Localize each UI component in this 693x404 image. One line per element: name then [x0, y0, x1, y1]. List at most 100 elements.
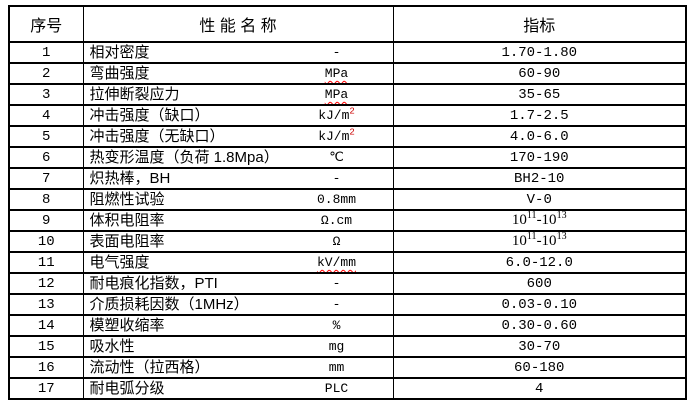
unit-label: kJ/m2 [281, 127, 393, 144]
table-row: 11 电气强度 kV/mm 6.0-12.0 [8, 251, 687, 274]
property-cell: 弯曲强度 MPa [82, 62, 394, 85]
serial-number: 17 [37, 380, 55, 397]
table-row: 7 炽热棒，BH - BH2-10 [8, 167, 687, 190]
spec-value: 6.0-12.0 [505, 254, 573, 271]
header-property-name: 性 能 名 称 [82, 5, 394, 43]
serial-number: 16 [37, 359, 55, 376]
spec-value-cell: 0.03-0.10 [392, 293, 687, 316]
header-specification: 指标 [392, 5, 687, 43]
table-row: 16 流动性（拉西格） mm 60-180 [8, 356, 687, 379]
serial-number: 10 [37, 233, 55, 250]
property-wrap: 热变形温度（负荷 1.8Mpa） ℃ [84, 149, 392, 166]
spec-value-cell: 1011-1013 [392, 230, 687, 253]
table-row: 15 吸水性 mg 30-70 [8, 335, 687, 358]
table-row: 14 模塑收缩率% 0.30-0.60 [8, 314, 687, 337]
property-cell: 流动性（拉西格） mm [82, 356, 394, 379]
property-cell: 电气强度 kV/mm [82, 251, 394, 274]
unit-text: kJ/m [318, 129, 350, 144]
table-row: 8 阻燃性试验 0.8mm V-0 [8, 188, 687, 211]
spec-value: 1011-1013 [512, 212, 567, 228]
value-superscript: 11 [526, 210, 537, 221]
serial-number: 6 [42, 149, 51, 166]
spec-value-cell: 4.0-6.0 [392, 125, 687, 148]
property-wrap: 电气强度 kV/mm [84, 254, 392, 271]
property-cell: 相对密度 - [82, 41, 394, 64]
unit-text: mm [328, 360, 345, 375]
spec-value: 35-65 [518, 86, 561, 103]
unit-label: mg [281, 339, 393, 354]
table-row: 17 耐电弧分级 PLC 4 [8, 377, 687, 400]
unit-text: % [332, 318, 341, 333]
property-wrap: 模塑收缩率% [84, 317, 393, 334]
unit-text: Ω.cm [320, 213, 353, 228]
unit-label: Ω [281, 234, 393, 249]
unit-text: 0.8mm [316, 192, 356, 207]
property-wrap: 拉伸断裂应力 MPa [84, 86, 393, 103]
unit-superscript: 2 [349, 106, 355, 117]
serial-number-cell: 1 [8, 41, 84, 64]
property-wrap: 吸水性 mg [84, 338, 393, 355]
value-text: -10 [536, 233, 557, 249]
property-cell: 模塑收缩率% [82, 314, 394, 337]
serial-number-cell: 11 [8, 251, 84, 274]
value-text: 10 [511, 212, 527, 228]
unit-label: % [281, 318, 393, 333]
table-row: 10 表面电阻率 Ω 1011-1013 [8, 230, 687, 253]
unit-text: - [332, 45, 341, 60]
unit-label: MPa [281, 87, 393, 102]
property-name: 弯曲强度 [89, 65, 150, 82]
spec-value-cell: 60-180 [392, 356, 687, 379]
property-wrap: 相对密度 - [84, 44, 393, 61]
serial-number: 1 [42, 44, 51, 61]
property-cell: 热变形温度（负荷 1.8Mpa） ℃ [82, 146, 394, 169]
property-name: 流动性（拉西格） [89, 359, 210, 376]
property-wrap: 耐电弧分级 PLC [84, 380, 392, 397]
value-superscript: 13 [556, 210, 567, 221]
serial-number-cell: 3 [8, 83, 84, 106]
table-row: 13 介质损耗因数（1MHz） - 0.03-0.10 [8, 293, 687, 316]
property-wrap: 表面电阻率 Ω [84, 233, 393, 250]
spec-value-cell: 6.0-12.0 [392, 251, 687, 274]
property-name: 冲击强度（缺口） [89, 107, 210, 124]
spec-value: 600 [526, 275, 552, 292]
table-row: 9 体积电阻率 Ω.cm 1011-1013 [8, 209, 687, 232]
property-name: 介质损耗因数（1MHz） [89, 296, 249, 313]
property-cell: 阻燃性试验 0.8mm [82, 188, 394, 211]
serial-number: 5 [42, 128, 51, 145]
table-row: 12 耐电痕化指数，PTI - 600 [8, 272, 687, 295]
property-wrap: 流动性（拉西格） mm [84, 359, 393, 376]
unit-label: mm [281, 360, 393, 375]
spec-value-cell: 0.30-0.60 [392, 314, 687, 337]
property-cell: 冲击强度（缺口） kJ/m2 [82, 104, 394, 127]
spec-value-cell: 1011-1013 [392, 209, 687, 232]
spec-value: 1.7-2.5 [509, 107, 569, 124]
property-cell: 介质损耗因数（1MHz） - [82, 293, 394, 316]
serial-number: 8 [42, 191, 51, 208]
property-cell: 耐电弧分级 PLC [82, 377, 394, 400]
table-row: 4 冲击强度（缺口） kJ/m2 1.7-2.5 [8, 104, 687, 127]
serial-number-cell: 17 [8, 377, 84, 400]
unit-label: - [281, 45, 393, 60]
serial-number-cell: 9 [8, 209, 84, 232]
property-wrap: 体积电阻率 Ω.cm [84, 212, 392, 229]
unit-label: - [281, 297, 393, 312]
property-name: 拉伸断裂应力 [89, 86, 180, 103]
spec-value-cell: V-0 [392, 188, 687, 211]
spec-value-cell: 600 [392, 272, 687, 295]
spec-value: 1011-1013 [512, 233, 567, 249]
serial-number-cell: 4 [8, 104, 84, 127]
unit-superscript: 2 [349, 127, 355, 138]
spec-value: V-0 [526, 191, 552, 208]
unit-label: - [281, 276, 393, 291]
property-wrap: 耐电痕化指数，PTI - [84, 275, 393, 292]
property-wrap: 冲击强度（缺口） kJ/m2 [84, 106, 392, 124]
property-name: 阻燃性试验 [89, 191, 165, 208]
spec-value-cell: 35-65 [392, 83, 687, 106]
property-cell: 炽热棒，BH - [82, 167, 394, 190]
property-cell: 体积电阻率 Ω.cm [82, 209, 394, 232]
spec-value-cell: 30-70 [392, 335, 687, 358]
unit-text: kV/mm [316, 255, 356, 270]
serial-number: 12 [37, 275, 55, 292]
property-name: 吸水性 [89, 338, 135, 355]
